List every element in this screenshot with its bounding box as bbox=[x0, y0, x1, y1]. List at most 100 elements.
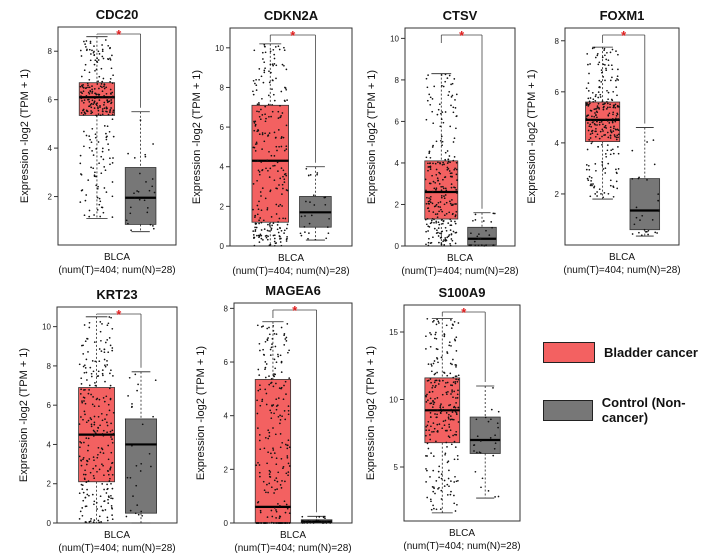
tumor-point bbox=[596, 107, 599, 109]
tumor-point bbox=[103, 474, 105, 477]
tumor-box-group bbox=[585, 46, 621, 200]
tumor-point bbox=[268, 435, 271, 437]
y-tick-label: 10 bbox=[215, 44, 224, 53]
tumor-point bbox=[450, 83, 452, 86]
tumor-point bbox=[447, 158, 450, 161]
tumor-point bbox=[287, 439, 290, 442]
tumor-point bbox=[453, 137, 456, 140]
tumor-point bbox=[436, 213, 439, 215]
tumor-point bbox=[429, 476, 431, 478]
tumor-point bbox=[272, 64, 274, 67]
tumor-point bbox=[276, 480, 279, 483]
tumor-point bbox=[435, 188, 437, 191]
tumor-point bbox=[277, 522, 280, 524]
normal-point bbox=[496, 422, 499, 425]
tumor-point bbox=[93, 175, 96, 178]
tumor-point bbox=[435, 323, 438, 326]
tumor-box-group bbox=[251, 43, 289, 247]
tumor-point bbox=[603, 49, 605, 52]
tumor-point bbox=[429, 162, 431, 165]
tumor-point bbox=[101, 509, 104, 512]
tumor-point bbox=[89, 89, 92, 92]
tumor-point bbox=[441, 218, 443, 221]
tumor-point bbox=[451, 363, 453, 366]
tumor-point bbox=[269, 50, 272, 53]
normal-point bbox=[303, 522, 305, 524]
tumor-point bbox=[93, 214, 95, 216]
tumor-point bbox=[93, 54, 96, 56]
tumor-point bbox=[591, 184, 593, 187]
tumor-point bbox=[605, 67, 607, 70]
y-tick-label: 4 bbox=[47, 440, 52, 449]
tumor-point bbox=[83, 214, 86, 217]
tumor-point bbox=[455, 402, 457, 404]
tumor-point bbox=[444, 453, 446, 456]
tumor-point bbox=[449, 372, 452, 375]
tumor-point bbox=[101, 419, 104, 422]
tumor-point bbox=[96, 196, 99, 199]
tumor-point bbox=[278, 387, 281, 389]
tumor-point bbox=[275, 213, 278, 215]
tumor-point bbox=[252, 93, 255, 96]
tumor-point bbox=[435, 331, 437, 334]
tumor-point bbox=[445, 391, 448, 394]
normal-point bbox=[304, 231, 306, 233]
tumor-point bbox=[275, 517, 277, 519]
plot-frame bbox=[404, 27, 516, 247]
tumor-point bbox=[282, 465, 285, 468]
tumor-point bbox=[587, 179, 590, 182]
tumor-point bbox=[443, 485, 446, 487]
tumor-point bbox=[588, 168, 591, 171]
tumor-point bbox=[427, 162, 429, 165]
tumor-point bbox=[103, 348, 106, 351]
tumor-point bbox=[259, 511, 262, 514]
tumor-point bbox=[91, 111, 94, 114]
y-tick-label: 0 bbox=[220, 242, 225, 251]
tumor-point bbox=[82, 365, 85, 368]
tumor-point bbox=[254, 125, 257, 127]
tumor-point bbox=[257, 129, 259, 131]
tumor-point bbox=[88, 135, 91, 137]
tumor-point bbox=[86, 82, 89, 85]
tumor-points bbox=[585, 46, 620, 199]
tumor-point bbox=[89, 104, 92, 106]
tumor-point bbox=[270, 154, 273, 157]
tumor-point bbox=[262, 325, 264, 327]
tumor-point bbox=[590, 180, 592, 182]
normal-point bbox=[474, 470, 477, 473]
normal-point bbox=[492, 387, 494, 389]
tumor-point bbox=[430, 333, 432, 336]
tumor-point bbox=[456, 393, 459, 396]
tumor-point bbox=[592, 183, 594, 185]
tumor-point bbox=[110, 497, 112, 500]
y-tick-label: 8 bbox=[220, 83, 225, 92]
y-tick-label: 2 bbox=[555, 190, 560, 199]
x-axis-label: BLCA bbox=[280, 530, 306, 541]
tumor-point bbox=[281, 415, 283, 418]
normal-point bbox=[474, 219, 477, 221]
tumor-point bbox=[85, 87, 88, 89]
normal-point bbox=[472, 219, 474, 222]
normal-box bbox=[629, 178, 661, 231]
tumor-point bbox=[586, 114, 589, 117]
tumor-point bbox=[434, 213, 437, 216]
tumor-point bbox=[454, 220, 456, 223]
tumor-point bbox=[283, 229, 286, 232]
tumor-point bbox=[603, 47, 606, 50]
normal-point bbox=[132, 495, 134, 497]
tumor-point bbox=[280, 167, 283, 169]
tumor-point bbox=[285, 503, 288, 506]
tumor-point bbox=[81, 488, 84, 490]
tumor-point bbox=[287, 474, 289, 477]
tumor-point bbox=[258, 342, 261, 345]
tumor-point bbox=[612, 127, 615, 130]
tumor-point bbox=[108, 337, 111, 339]
tumor-point bbox=[255, 141, 258, 144]
tumor-point bbox=[106, 421, 108, 424]
tumor-point bbox=[425, 243, 427, 246]
tumor-point bbox=[430, 363, 433, 366]
normal-point bbox=[489, 437, 492, 439]
tumor-point bbox=[283, 232, 285, 234]
tumor-point bbox=[283, 181, 286, 183]
